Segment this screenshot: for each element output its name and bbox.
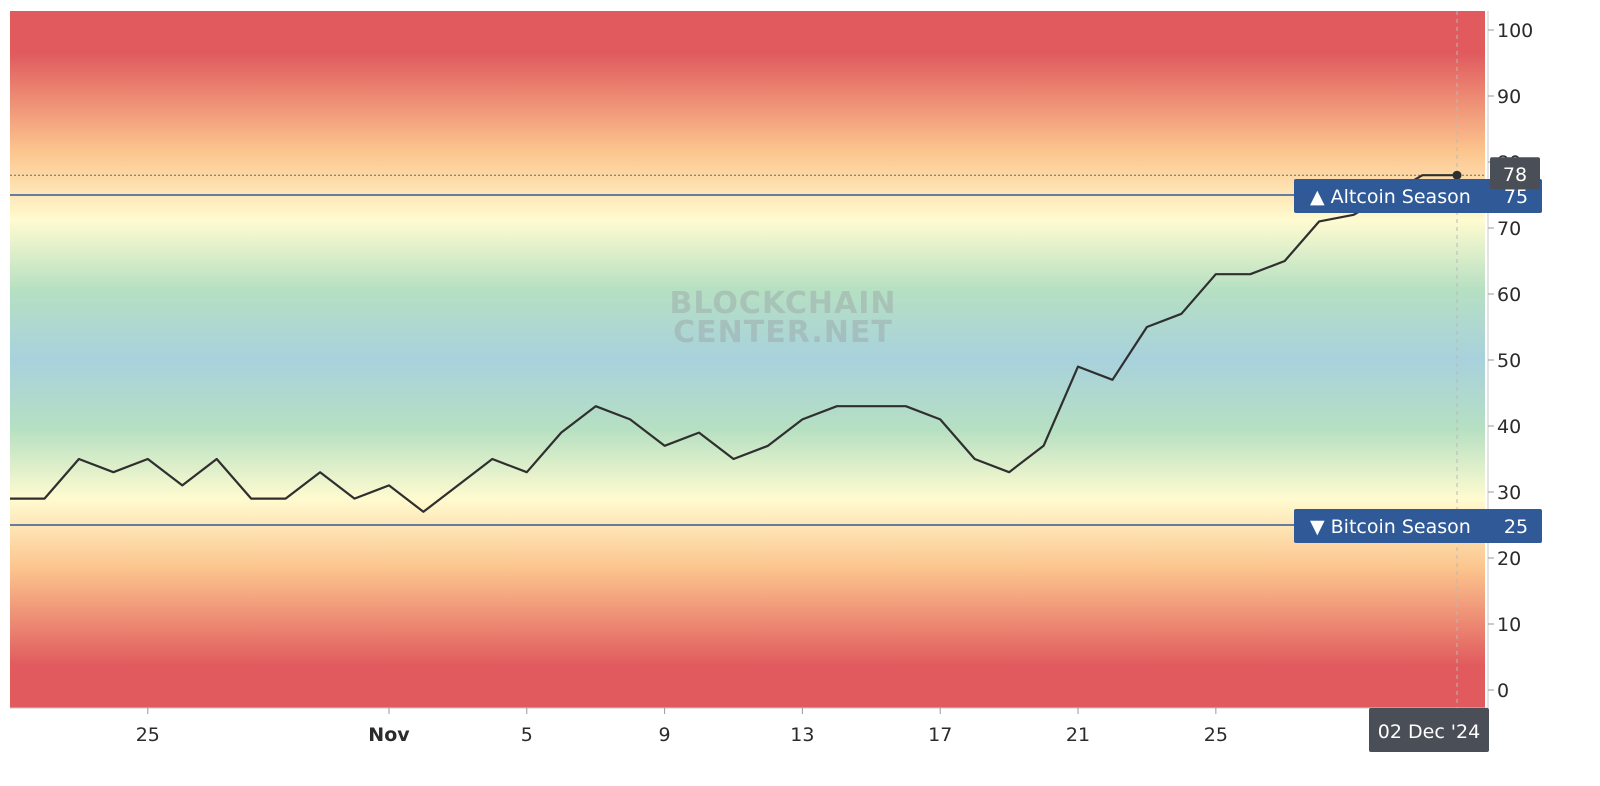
threshold-flag-label: ▲ Altcoin Season: [1310, 186, 1471, 208]
x-ticks: 25 Nov 5 9 13 17 21 25: [136, 708, 1228, 746]
threshold-lines: [10, 194, 1485, 526]
y-tick-label: 10: [1497, 614, 1521, 636]
watermark: BLOCKCHAIN CENTER.NET: [670, 286, 897, 350]
y-tick-label: 0: [1497, 680, 1509, 702]
threshold-flag-value: 75: [1504, 186, 1528, 208]
crosshair-date-flag-text: 02 Dec '24: [1378, 721, 1480, 743]
threshold-flag-bg: [1294, 179, 1542, 213]
y-tick-label: 60: [1497, 284, 1521, 306]
last-value-flag-text: 78: [1503, 164, 1527, 186]
threshold-flag-value: 25: [1504, 516, 1528, 538]
y-tick-label: 70: [1497, 218, 1521, 240]
x-tick-label: 25: [1204, 724, 1228, 746]
threshold-flag-label: ▼ Bitcoin Season: [1310, 516, 1471, 538]
last-value-flag-bg: [1490, 157, 1540, 190]
y-tick-label: 30: [1497, 482, 1521, 504]
y-tick-label: 40: [1497, 416, 1521, 438]
threshold-flags: ▲ Altcoin Season 75 ▼ Bitcoin Season 25: [1294, 179, 1542, 543]
crosshair-date-flag-bg: [1369, 708, 1489, 752]
x-tick-label: 13: [790, 724, 814, 746]
x-tick-label: Nov: [368, 724, 410, 746]
watermark-line-1: BLOCKCHAIN: [670, 286, 897, 321]
x-tick-label: 9: [659, 724, 671, 746]
y-tick-label: 20: [1497, 548, 1521, 570]
y-ticks: 0102030405060708090100: [1488, 20, 1533, 702]
threshold-flag-bg: [1294, 509, 1542, 543]
x-tick-label: 21: [1066, 724, 1090, 746]
x-tick-label: 5: [521, 724, 533, 746]
series-line: [10, 174, 1457, 513]
y-tick-label: 50: [1497, 350, 1521, 372]
x-tick-label: 17: [928, 724, 952, 746]
last-value-flag: 78: [1490, 157, 1540, 190]
plot-background: [10, 11, 1485, 708]
watermark-line-2: CENTER.NET: [673, 315, 893, 350]
last-point-marker[interactable]: [1452, 170, 1462, 180]
y-tick-label: 90: [1497, 86, 1521, 108]
y-tick-label: 100: [1497, 20, 1533, 42]
crosshair-date-flag: 02 Dec '24: [1369, 708, 1489, 752]
x-axis: 25 Nov 5 9 13 17 21 25: [10, 707, 1488, 746]
x-tick-label: 25: [136, 724, 160, 746]
y-axis: 0102030405060708090100: [1487, 11, 1533, 708]
